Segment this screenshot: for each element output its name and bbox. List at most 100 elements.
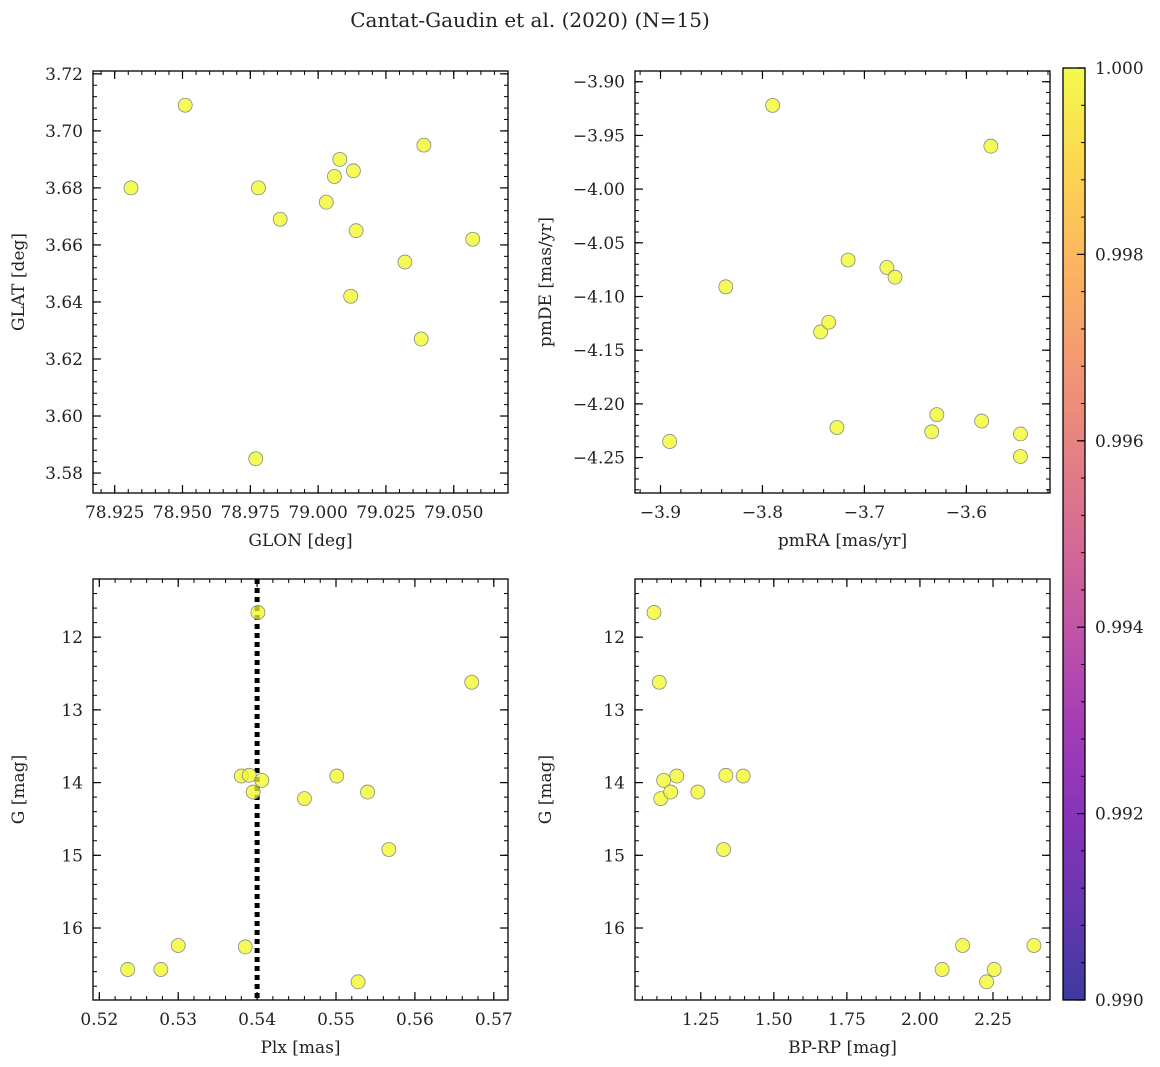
y-tick-label: 3.60 bbox=[45, 407, 83, 427]
scatter-point bbox=[360, 784, 375, 800]
colorbar: 0.990 0.992 0.994 0.996 0.998 1.000 bbox=[1062, 59, 1144, 1011]
scatter-point bbox=[250, 605, 266, 620]
y-tick-label: 15 bbox=[61, 846, 83, 866]
scatter-point bbox=[272, 211, 288, 227]
scatter-point bbox=[879, 260, 895, 275]
y-tick-label: 13 bbox=[603, 701, 625, 721]
scatter-point bbox=[120, 962, 136, 977]
scatter-point bbox=[381, 842, 397, 857]
y-tick-label: −3.95 bbox=[573, 126, 625, 146]
y-axis-label: G [mag] bbox=[536, 755, 556, 824]
scatter-point bbox=[177, 97, 193, 113]
scatter-point bbox=[955, 938, 971, 953]
x-tick-label: −3.9 bbox=[640, 503, 681, 523]
scatter-point bbox=[416, 137, 432, 153]
scatter-point bbox=[153, 962, 169, 977]
scatter-point bbox=[934, 962, 950, 977]
scatter-point bbox=[297, 791, 312, 806]
scatter-point bbox=[974, 413, 990, 429]
scatter-point bbox=[887, 269, 903, 285]
axes-frame bbox=[634, 70, 1051, 494]
colorbar-tick-label: 1.000 bbox=[1095, 59, 1144, 79]
scatter-point bbox=[251, 180, 266, 196]
scatter-point bbox=[329, 768, 345, 784]
scatter-point bbox=[245, 784, 261, 800]
x-tick-label: −3.6 bbox=[946, 503, 987, 523]
scatter-point bbox=[829, 420, 845, 435]
scatter-point bbox=[318, 194, 334, 210]
x-tick-label: 0.53 bbox=[159, 1010, 197, 1030]
x-tick-label: 78.950 bbox=[153, 503, 212, 523]
y-tick-label: −4.15 bbox=[573, 341, 625, 361]
scatter-point bbox=[840, 252, 856, 268]
y-tick-label: −4.25 bbox=[573, 449, 625, 469]
colorbar-tick-label: 0.994 bbox=[1095, 618, 1144, 638]
scatter-point bbox=[979, 974, 994, 990]
scatter-point bbox=[716, 842, 731, 857]
x-tick-label: 78.925 bbox=[85, 503, 144, 523]
y-tick-label: −4.00 bbox=[573, 180, 625, 200]
scatter-point bbox=[254, 773, 270, 788]
y-tick-label: 3.68 bbox=[45, 179, 83, 199]
scatter-point bbox=[1013, 449, 1028, 464]
scatter-point bbox=[765, 97, 781, 113]
colorbar-tick-label: 0.992 bbox=[1095, 805, 1144, 825]
scatter-point bbox=[332, 151, 348, 167]
panels-group: 78.925 78.950 78.975 79.000 79.025 79.050 3.58… bbox=[9, 65, 1051, 1058]
scatter-point bbox=[397, 254, 413, 270]
x-tick-label: 0.56 bbox=[396, 1010, 434, 1030]
y-tick-label: 12 bbox=[61, 628, 83, 648]
scatter-point bbox=[821, 314, 837, 330]
scatter-point bbox=[1013, 426, 1028, 442]
y-tick-label: 3.70 bbox=[45, 122, 83, 142]
x-tick-label: 0.55 bbox=[317, 1010, 355, 1030]
panel-bottom-right: 1.25 1.50 1.75 2.00 2.25 12 13 14 15 16 BP-RP [mag… bbox=[536, 578, 1051, 1058]
x-tick-label: 1.75 bbox=[828, 1010, 866, 1030]
y-tick-label: 16 bbox=[603, 919, 625, 939]
colorbar-tick-label: 0.990 bbox=[1095, 991, 1144, 1011]
x-tick-label: 79.050 bbox=[424, 503, 483, 523]
scatter-point bbox=[646, 605, 662, 620]
x-tick-label: 78.975 bbox=[221, 503, 280, 523]
y-tick-label: −4.05 bbox=[573, 234, 625, 254]
scatter-point bbox=[656, 773, 672, 788]
x-tick-label: 0.54 bbox=[238, 1010, 276, 1030]
scatter-point bbox=[464, 674, 480, 690]
scatter-point bbox=[669, 768, 685, 784]
scatter-point bbox=[929, 407, 945, 423]
y-tick-label: −4.10 bbox=[573, 287, 625, 307]
panel-top-right: −3.9 −3.8 −3.7 −3.6 −4.25 −4.20 −4.15 −4.10 −4.0… bbox=[536, 70, 1051, 551]
y-tick-label: 3.66 bbox=[45, 236, 83, 256]
scatter-point bbox=[123, 180, 139, 196]
scatter-point bbox=[170, 938, 186, 953]
panel-top-left: 78.925 78.950 78.975 79.000 79.025 79.050 3.58… bbox=[9, 65, 509, 551]
x-tick-label: −3.7 bbox=[844, 503, 885, 523]
scatter-point bbox=[663, 784, 679, 800]
x-tick-label: 79.000 bbox=[288, 503, 347, 523]
y-axis-label: pmDE [mas/yr] bbox=[536, 217, 556, 347]
scatter-point bbox=[413, 331, 429, 347]
y-tick-label: 3.62 bbox=[45, 350, 83, 370]
y-axis-label: GLAT [deg] bbox=[9, 233, 29, 331]
scatter-point bbox=[327, 169, 342, 184]
colorbar-tick-label: 0.998 bbox=[1095, 245, 1144, 265]
axes-frame bbox=[634, 578, 1051, 1001]
colorbar-bar bbox=[1063, 68, 1085, 1000]
y-tick-label: −3.90 bbox=[573, 73, 625, 93]
scatter-point bbox=[983, 138, 999, 154]
y-tick-label: 15 bbox=[603, 846, 625, 866]
x-tick-label: 0.57 bbox=[475, 1010, 513, 1030]
scatter-point bbox=[343, 288, 359, 304]
y-tick-label: 3.72 bbox=[45, 65, 83, 85]
x-axis-label: BP-RP [mag] bbox=[788, 1038, 897, 1058]
scatter-point bbox=[924, 424, 940, 440]
axes-frame bbox=[92, 70, 509, 494]
scatter-point bbox=[241, 767, 257, 783]
x-tick-label: 2.00 bbox=[901, 1010, 939, 1030]
scatter-point bbox=[350, 974, 366, 990]
x-tick-label: 0.52 bbox=[80, 1010, 118, 1030]
y-tick-label: −4.20 bbox=[573, 395, 625, 415]
x-tick-label: −3.8 bbox=[742, 503, 783, 523]
scatter-point bbox=[718, 767, 734, 783]
